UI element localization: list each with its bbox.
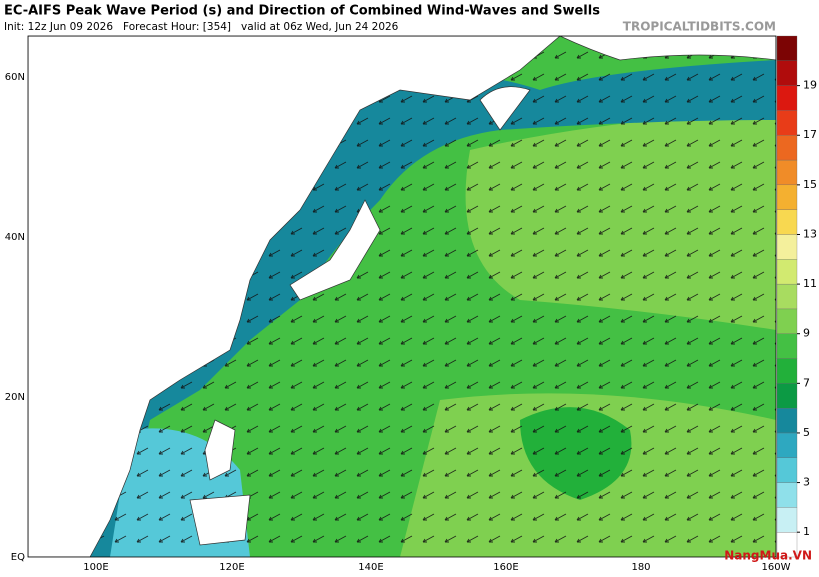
land-japan	[289, 199, 381, 301]
colorbar-swatch	[776, 259, 798, 285]
colorbar-swatch	[776, 234, 798, 260]
subtitle: Init: 12z Jun 09 2026 Forecast Hour: [35…	[4, 21, 399, 33]
colorbar-swatch	[776, 482, 798, 508]
colorbar-swatch	[776, 184, 798, 210]
title: EC-AIFS Peak Wave Period (s) and Directi…	[4, 4, 600, 19]
land-alaska	[559, 36, 776, 61]
colorbar-swatch	[776, 159, 798, 186]
colorbar-swatch	[776, 507, 798, 533]
lon-label: 160E	[493, 562, 518, 573]
lon-label: 140E	[358, 562, 383, 573]
land-kamchatka	[479, 86, 531, 131]
colorbar-swatch	[776, 135, 798, 161]
colorbar-swatch	[776, 60, 798, 86]
colorbar-label: 13	[803, 227, 817, 240]
colorbar-label: 3	[803, 476, 810, 489]
map	[28, 36, 776, 557]
colorbar-label: 1	[803, 525, 810, 538]
colorbar-swatch	[776, 283, 798, 310]
colorbar-label: 19	[803, 79, 817, 92]
lat-label: EQ	[11, 552, 25, 563]
colorbar-swatch	[776, 209, 798, 235]
colorbar-swatch	[776, 358, 798, 384]
colorbar-label: 5	[803, 426, 810, 439]
lon-label: 160W	[762, 562, 791, 573]
colorbar-swatch	[776, 110, 798, 136]
colorbar-label: 11	[803, 277, 817, 290]
plot-frame	[27, 35, 777, 558]
lon-labels: 100E 120E 140E 160E 180 160W	[83, 562, 790, 573]
colorbar-swatch	[776, 432, 798, 458]
lat-label: 60N	[5, 72, 25, 83]
lat-label: 40N	[5, 232, 25, 243]
colorbar-label: 9	[803, 327, 810, 340]
land-asia	[28, 36, 561, 557]
lon-label: 100E	[83, 562, 108, 573]
colorbar-swatch	[776, 333, 798, 359]
lat-labels: 60N 40N 20N EQ	[5, 72, 25, 563]
colorbar-swatch	[776, 457, 798, 483]
colorbar-label: 7	[803, 376, 810, 389]
lon-label: 120E	[219, 562, 244, 573]
colorbar-swatch	[776, 407, 798, 434]
colorbar-label: 15	[803, 178, 817, 191]
colorbar-label: 17	[803, 128, 817, 141]
watermark: NangMua.VN	[724, 549, 812, 563]
land-islands	[189, 419, 251, 546]
colorbar-swatch	[776, 308, 798, 334]
lon-label: 180	[631, 562, 650, 573]
colorbar-swatch	[776, 35, 798, 61]
colorbar-swatch	[776, 85, 798, 111]
lat-label: 20N	[5, 392, 25, 403]
colorbar-swatch	[776, 383, 798, 409]
source: TROPICALTIDBITS.COM	[623, 20, 776, 34]
